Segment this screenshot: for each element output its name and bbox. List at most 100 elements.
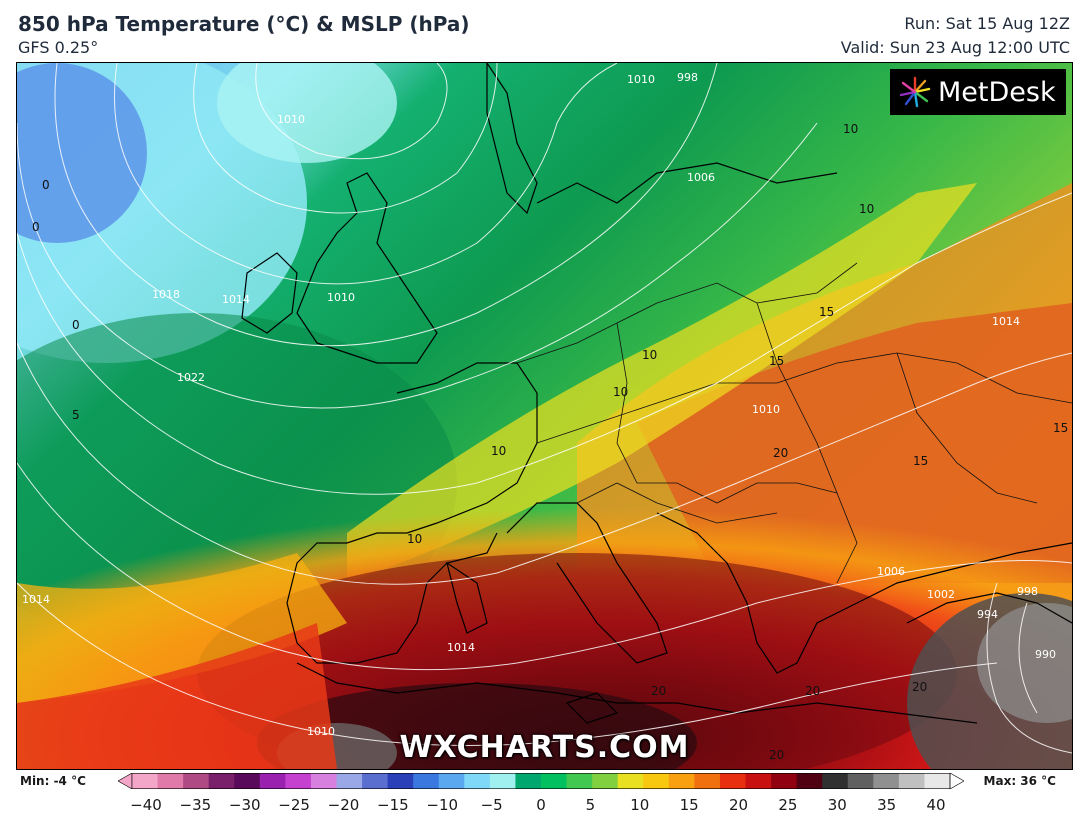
temp-label: 10 <box>407 532 422 546</box>
legend-swatch <box>847 773 874 789</box>
isobar-label: 1002 <box>927 588 955 601</box>
legend-swatch <box>592 773 619 789</box>
weather-map[interactable]: 998 1006 1010 1014 1018 1022 1010 1014 1… <box>16 62 1073 770</box>
watermark: WXCHARTS.COM <box>399 730 690 765</box>
legend-tick-label: −35 <box>179 796 212 814</box>
isobar-label: 1014 <box>447 641 475 654</box>
logo-text: MetDesk <box>938 76 1056 108</box>
isobar-label: 1022 <box>177 371 205 384</box>
legend-swatch <box>413 773 440 789</box>
legend-max-label: Max: 36 °C <box>983 774 1056 788</box>
model-label: GFS 0.25° <box>18 38 99 57</box>
legend-swatch <box>387 773 414 789</box>
temp-label: 15 <box>769 354 784 368</box>
isobar-label: 998 <box>677 71 698 84</box>
valid-time: Valid: Sun 23 Aug 12:00 UTC <box>840 38 1070 57</box>
legend-tick-label: −20 <box>327 796 360 814</box>
legend-swatch <box>259 773 286 789</box>
legend-swatch <box>745 773 772 789</box>
legend-tick-label: 40 <box>926 796 946 814</box>
temp-label: 15 <box>913 454 928 468</box>
chart-title: 850 hPa Temperature (°C) & MSLP (hPa) <box>18 12 470 36</box>
legend-swatch <box>822 773 849 789</box>
legend-swatch <box>515 773 542 789</box>
legend-swatch <box>438 773 465 789</box>
temp-label: 20 <box>773 446 788 460</box>
color-scale-ticks: −40 −35 −30 −25 −20 −15 −10 −5 0 5 10 15 20 25 30 35 40 <box>118 796 964 816</box>
isobar-label: 1006 <box>687 171 715 184</box>
coastlines <box>241 63 1072 724</box>
legend-swatch <box>796 773 823 789</box>
legend-swatch <box>234 773 261 789</box>
country-borders <box>516 262 1072 584</box>
isobars <box>17 63 1072 754</box>
legend-swatch <box>668 773 695 789</box>
legend-swatch <box>183 773 210 789</box>
metdesk-logo: MetDesk <box>890 69 1066 115</box>
temp-label: 10 <box>491 444 506 458</box>
legend-swatch <box>924 773 951 789</box>
legend-swatch <box>285 773 312 789</box>
run-time: Run: Sat 15 Aug 12Z <box>904 14 1070 33</box>
isobar-label: 1010 <box>752 403 780 416</box>
legend-tick-label: −5 <box>480 796 503 814</box>
legend-swatch <box>898 773 925 789</box>
legend-min-label: Min: -4 °C <box>20 774 86 788</box>
legend-swatch <box>694 773 721 789</box>
legend-swatch <box>464 773 491 789</box>
legend-arrow-left <box>118 773 133 789</box>
legend-swatch <box>157 773 184 789</box>
temp-label: 15 <box>1053 421 1068 435</box>
legend-tick-label: 10 <box>630 796 650 814</box>
isobar-label: 994 <box>977 608 998 621</box>
legend-swatch <box>336 773 363 789</box>
isobar-label: 998 <box>1017 585 1038 598</box>
legend-swatch <box>719 773 746 789</box>
isobar-label: 1018 <box>152 288 180 301</box>
isobar-label: 1014 <box>992 315 1020 328</box>
legend-tick-label: 30 <box>827 796 847 814</box>
legend-tick-label: 0 <box>536 796 546 814</box>
isobar-label: 1014 <box>22 593 50 606</box>
legend-swatch <box>208 773 235 789</box>
temp-label: 10 <box>843 122 858 136</box>
temp-label: 0 <box>42 178 50 192</box>
isobar-label: 1014 <box>222 293 250 306</box>
legend-tick-label: 20 <box>728 796 749 814</box>
isobar-label: 1006 <box>877 565 905 578</box>
legend-tick-label: 35 <box>877 796 897 814</box>
legend-tick-label: 15 <box>679 796 699 814</box>
legend-tick-label: −30 <box>228 796 261 814</box>
map-canvas: 998 1006 1010 1014 1018 1022 1010 1014 1… <box>17 63 1072 769</box>
legend-arrow-right <box>949 773 964 789</box>
metdesk-starburst-icon <box>899 76 931 108</box>
legend-tick-label: −10 <box>426 796 459 814</box>
temp-label: 20 <box>912 680 927 694</box>
legend-swatch <box>310 773 337 789</box>
temp-label: 20 <box>805 684 820 698</box>
isobar-label: 1010 <box>627 73 655 86</box>
legend-tick-label: 25 <box>778 796 798 814</box>
isobar-label: 1010 <box>327 291 355 304</box>
temp-label: 15 <box>819 305 834 319</box>
temp-label: 10 <box>642 348 657 362</box>
legend-swatch <box>132 773 159 789</box>
legend-swatch <box>541 773 568 789</box>
temperature-labels: 0 0 0 5 10 10 10 10 10 10 15 15 15 15 20… <box>32 122 1068 762</box>
temp-label: 20 <box>769 748 784 762</box>
legend-tick-label: −25 <box>278 796 310 814</box>
temp-label: 10 <box>859 202 874 216</box>
legend-swatch <box>873 773 900 789</box>
isobar-label: 1010 <box>277 113 305 126</box>
temp-label: 0 <box>32 220 40 234</box>
legend-swatch <box>617 773 644 789</box>
temp-label: 0 <box>72 318 80 332</box>
legend-swatch <box>771 773 798 789</box>
legend-tick-label: 5 <box>585 796 596 814</box>
legend-tick-label: −40 <box>130 796 162 814</box>
color-scale-bar <box>118 773 964 789</box>
legend-swatch <box>643 773 670 789</box>
legend-tick-label: −15 <box>377 796 409 814</box>
temp-label: 5 <box>72 408 80 422</box>
isobar-label: 990 <box>1035 648 1056 661</box>
